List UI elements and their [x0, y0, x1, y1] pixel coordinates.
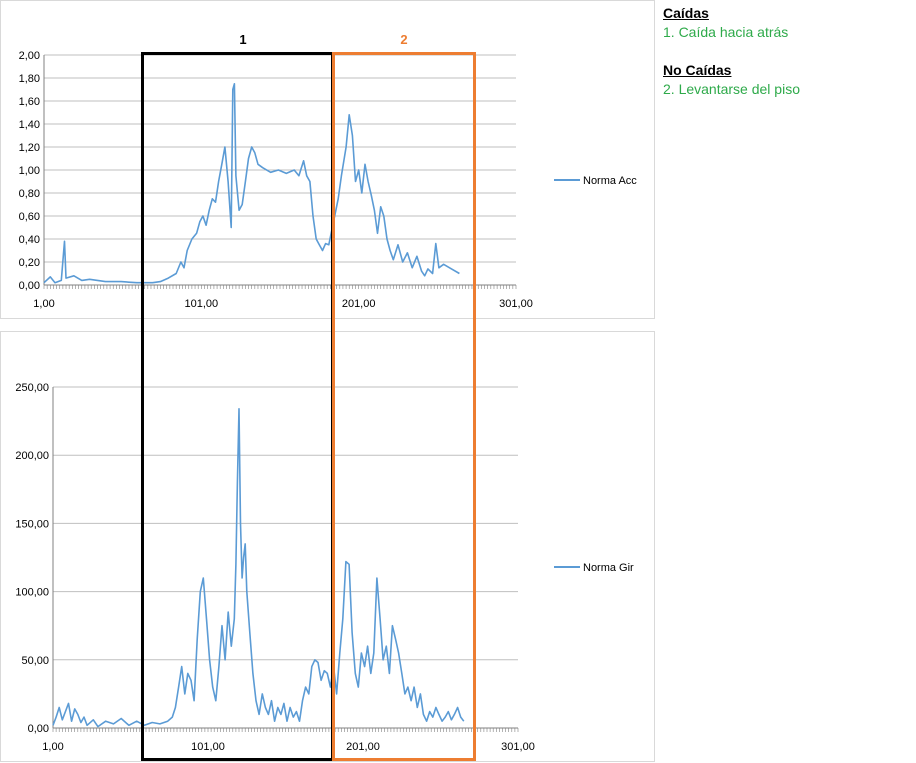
x-tick-label: 201,00 [346, 741, 380, 753]
gir-series [52, 408, 465, 728]
no-falls-item: 2. Levantarse del piso [663, 81, 800, 97]
x-tick-label: 1,00 [42, 741, 63, 753]
y-tick-label: 0,00 [28, 723, 49, 735]
y-tick-label: 0,20 [19, 257, 40, 269]
y-tick-label: 200,00 [15, 450, 49, 462]
annotation-box-2 [332, 52, 476, 761]
y-tick-label: 0,60 [19, 211, 40, 223]
chart-frame-gir [0, 331, 655, 762]
y-tick-label: 150,00 [15, 518, 49, 530]
acc-legend: Norma Acc [554, 175, 637, 187]
acc-series [43, 83, 460, 284]
gir-x-axis: 1,00 101,00 201,00 301,00 [42, 387, 535, 753]
y-tick-label: 0,40 [19, 234, 40, 246]
annotation-box-1 [141, 52, 334, 761]
x-tick-label: 201,00 [342, 298, 376, 310]
y-tick-label: 0,80 [19, 188, 40, 200]
acc-y-axis: 0,00 0,20 0,40 0,60 0,80 1,00 1,20 1,40 1,60 1,80… [19, 50, 40, 292]
y-tick-label: 100,00 [15, 587, 49, 599]
y-tick-label: 1,20 [19, 142, 40, 154]
no-falls-header: No Caídas [663, 62, 732, 78]
falls-header: Caídas [663, 5, 709, 21]
falls-item: 1. Caída hacia atrás [663, 24, 789, 40]
series-line [43, 83, 460, 284]
x-tick-label: 101,00 [191, 741, 225, 753]
y-tick-label: 1,00 [19, 165, 40, 177]
y-tick-label: 2,00 [19, 50, 40, 62]
y-tick-label: 0,00 [19, 280, 40, 292]
series-line [52, 408, 465, 728]
y-tick-label: 50,00 [21, 655, 49, 667]
x-tick-label: 1,00 [33, 298, 54, 310]
chart-frame-acc [0, 0, 655, 319]
y-tick-label: 1,40 [19, 119, 40, 131]
acc-x-axis: 1,00 101,00 201,00 301,00 [33, 55, 533, 310]
activity-legend: Caídas 1. Caída hacia atrás No Caídas 2.… [663, 4, 800, 99]
x-tick-label: 301,00 [499, 298, 533, 310]
x-tick-label: 101,00 [185, 298, 219, 310]
acc-legend-label: Norma Acc [583, 175, 637, 187]
x-tick-label: 301,00 [501, 741, 535, 753]
gir-gridlines [53, 386, 518, 729]
gir-y-axis: 0,00 50,00 100,00 150,00 200,00 250,00 [15, 382, 49, 735]
annotation-label-2: 2 [400, 32, 407, 47]
y-tick-label: 250,00 [15, 382, 49, 394]
y-tick-label: 1,80 [19, 73, 40, 85]
y-tick-label: 1,60 [19, 96, 40, 108]
gir-legend-label: Norma Gir [583, 562, 634, 574]
gir-legend: Norma Gir [554, 562, 634, 574]
annotation-label-1: 1 [239, 32, 246, 47]
